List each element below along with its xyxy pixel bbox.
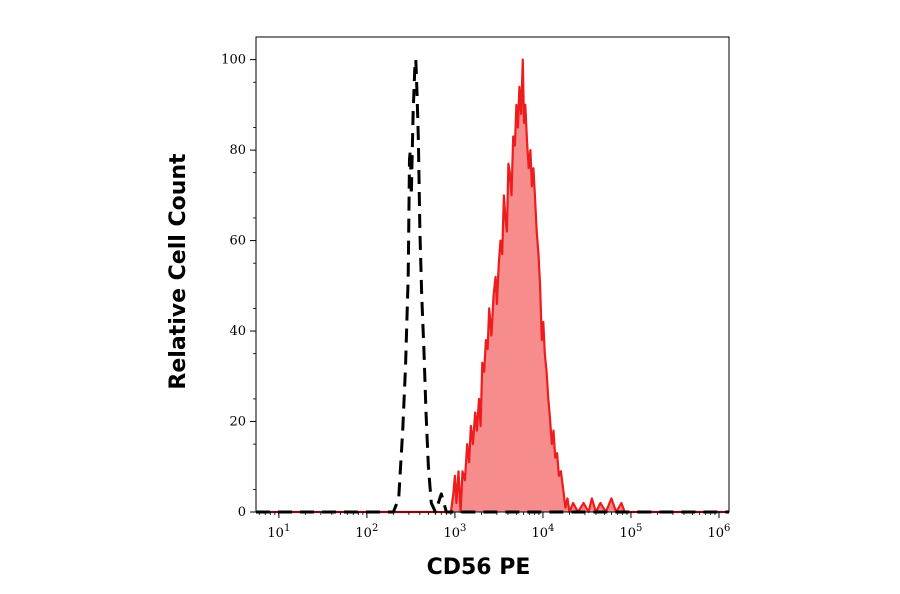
x-tick-label: 101 bbox=[267, 523, 290, 541]
y-tick-label: 100 bbox=[221, 53, 246, 68]
axis-layer: 101 102 103 104 105 106 0 20 40 60 80 100 bbox=[221, 53, 730, 541]
y-tick-label: 40 bbox=[229, 324, 246, 339]
x-tick-label: 106 bbox=[708, 523, 731, 541]
y-tick-label: 20 bbox=[229, 415, 246, 430]
plot-layer bbox=[256, 58, 729, 514]
x-tick-label: 102 bbox=[355, 523, 378, 541]
y-tick-label: 60 bbox=[229, 234, 246, 249]
x-tick-label: 103 bbox=[443, 523, 466, 541]
x-tick-label: 105 bbox=[619, 523, 642, 541]
series-1-fill bbox=[256, 59, 729, 512]
y-axis-title: Relative Cell Count bbox=[166, 153, 191, 390]
y-tick-label: 80 bbox=[229, 143, 246, 158]
series-0-line bbox=[256, 58, 729, 514]
x-tick-label: 104 bbox=[531, 523, 554, 541]
plot-frame bbox=[255, 36, 730, 513]
y-tick-label: 0 bbox=[238, 505, 246, 520]
series-1-line bbox=[256, 58, 729, 514]
x-axis-title: CD56 PE bbox=[427, 555, 531, 580]
